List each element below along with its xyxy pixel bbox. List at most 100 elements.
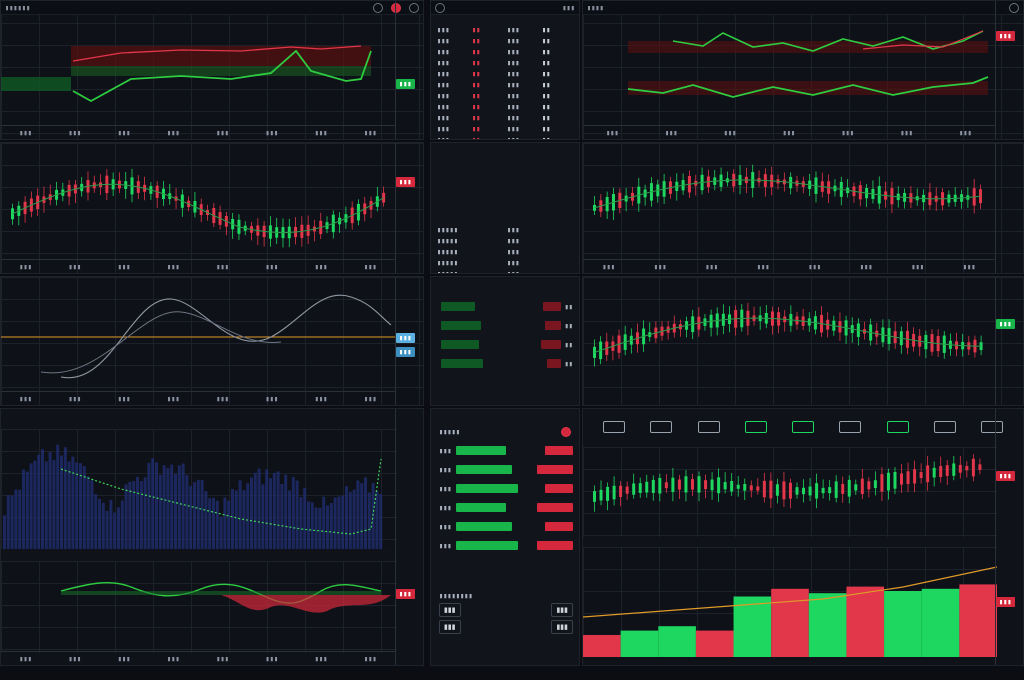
order-entry-row[interactable]: ▮▮▮ xyxy=(439,541,573,550)
bars-list-row[interactable]: ▮▮ xyxy=(441,340,573,349)
candle xyxy=(865,183,869,207)
settings-icon[interactable] xyxy=(1009,2,1019,13)
panel-order-entry[interactable]: ▮▮▮▮▮ ▮▮▮ ▮▮▮ ▮▮▮ ▮▮▮ ▮▮▮ ▮▮▮ ▮▮▮▮▮▮▮▮ ▮▮▮ ▮▮▮… xyxy=(430,408,580,666)
order-button[interactable]: ▮▮▮ xyxy=(551,603,573,617)
histogram-bar xyxy=(14,489,18,549)
order-list-row[interactable]: ▮▮▮▮▮ ▮▮▮ xyxy=(437,237,573,245)
panel-candlestick-mid-right[interactable]: ▮▮▮ ▮▮▮ ▮▮▮ ▮▮▮ ▮▮▮ ▮▮▮ ▮▮▮ ▮▮▮ xyxy=(582,142,1024,274)
buy-volume-bar xyxy=(455,446,506,455)
candle xyxy=(67,179,71,206)
candle xyxy=(643,184,647,206)
order-book-row[interactable]: ▮▮▮ ▮▮ ▮▮▮ ▮▮ xyxy=(437,103,573,111)
candle xyxy=(593,485,596,512)
sell-bar xyxy=(546,359,561,368)
order-book-row[interactable]: ▮▮▮ ▮▮ ▮▮▮ ▮▮ xyxy=(437,26,573,34)
order-list-row[interactable]: ▮▮▮▮▮ ▮▮▮ xyxy=(437,270,573,273)
panel-volume-overview[interactable]: ▮▮▮ ▮▮▮ xyxy=(582,408,1024,666)
order-book-row[interactable]: ▮▮▮ ▮▮ ▮▮▮ ▮▮ xyxy=(437,114,573,122)
histogram-bar xyxy=(22,469,25,549)
panel-order-list[interactable]: ▮▮▮▮▮ ▮▮▮ ▮▮▮▮▮ ▮▮▮ ▮▮▮▮▮ ▮▮▮ ▮▮▮▮▮ ▮▮▮ ▮▮▮▮▮ ▮▮▮ xyxy=(430,142,580,274)
order-book-row[interactable]: ▮▮▮ ▮▮ ▮▮▮ ▮▮ xyxy=(437,48,573,56)
candle xyxy=(918,328,922,357)
order-book-row[interactable]: ▮▮▮ ▮▮ ▮▮▮ ▮▮ xyxy=(437,70,573,78)
order-book-cell: ▮▮ xyxy=(472,92,481,100)
order-book-cell: ▮▮▮ xyxy=(507,136,520,140)
order-book-row[interactable]: ▮▮▮ ▮▮ ▮▮▮ ▮▮ xyxy=(437,125,573,133)
histogram-bar xyxy=(181,463,185,549)
histogram-bar xyxy=(29,463,33,549)
order-button[interactable]: ▮▮▮ xyxy=(439,603,461,617)
green-card-icon[interactable] xyxy=(886,421,909,433)
order-book-row[interactable]: ▮▮▮ ▮▮ ▮▮▮ ▮▮ xyxy=(437,92,573,100)
order-book-row[interactable]: ▮▮▮ ▮▮ ▮▮▮ ▮▮ xyxy=(437,81,573,89)
candle xyxy=(893,467,897,495)
mountain-icon[interactable] xyxy=(697,421,720,433)
chart-icon[interactable] xyxy=(744,421,767,433)
order-list-row[interactable]: ▮▮▮▮▮ ▮▮▮ xyxy=(437,248,573,256)
green-box-icon[interactable] xyxy=(792,421,814,433)
candle xyxy=(704,474,708,499)
panel-line-band-top-left[interactable]: ▮▮▮▮▮▮ ▮▮▮ ▮▮▮ ▮▮▮ ▮▮▮ ▮▮▮ ▮▮▮ ▮▮▮ ▮▮▮ ▮▮▮ xyxy=(0,0,424,140)
mountain-icon[interactable] xyxy=(603,421,625,433)
time-axis: ▮▮▮ ▮▮▮ ▮▮▮ ▮▮▮ ▮▮▮ ▮▮▮ ▮▮▮ xyxy=(583,125,995,139)
candle xyxy=(623,325,627,356)
order-entry-row[interactable]: ▮▮▮ xyxy=(439,446,573,455)
panel-candlestick-mid-left[interactable]: ▮▮▮ ▮▮▮ ▮▮▮ ▮▮▮ ▮▮▮ ▮▮▮ ▮▮▮ ▮▮▮ ▮▮▮ xyxy=(0,142,424,274)
order-book-row[interactable]: ▮▮▮ ▮▮ ▮▮▮ ▮▮ xyxy=(437,37,573,45)
candle xyxy=(224,211,228,236)
panel-candlestick-lower-right[interactable]: ▮▮▮ xyxy=(582,276,1024,406)
candle xyxy=(939,456,943,483)
candle xyxy=(814,171,818,203)
order-entry-row[interactable]: ▮▮▮ xyxy=(439,522,573,531)
news-icon[interactable] xyxy=(933,421,956,433)
truck-icon[interactable] xyxy=(650,421,673,433)
panel-curve[interactable]: ▮▮▮ ▮▮▮ ▮▮▮ ▮▮▮ ▮▮▮ ▮▮▮ ▮▮▮ ▮▮▮ ▮▮▮ ▮▮▮ xyxy=(0,276,424,406)
order-entry-row[interactable]: ▮▮▮ xyxy=(439,484,573,493)
order-book-row[interactable]: ▮▮▮ ▮▮ ▮▮▮ ▮▮ xyxy=(437,136,573,140)
settings-icon[interactable] xyxy=(373,2,383,13)
order-book-cell: ▮▮▮ xyxy=(507,114,520,122)
candle xyxy=(919,463,923,484)
histogram-bar xyxy=(120,500,124,549)
search-icon[interactable] xyxy=(409,2,419,13)
toolbar-label: ▮▮▮▮▮▮ xyxy=(5,3,31,12)
panel-dual-line[interactable]: ▮▮▮▮ ▮▮▮ ▮▮▮ ▮▮▮ ▮▮▮ ▮▮▮ ▮▮▮ ▮▮▮ ▮▮▮ xyxy=(582,0,1024,140)
order-list-row[interactable]: ▮▮▮▮▮ ▮▮▮ xyxy=(437,259,573,267)
panel-bars-list[interactable]: ▮▮ ▮▮ ▮▮ ▮▮ xyxy=(430,276,580,406)
panel-order-book[interactable]: ▮▮▮ ▮▮▮ ▮▮ ▮▮▮ ▮▮ ▮▮▮ ▮▮ ▮▮▮ ▮▮ ▮▮▮ ▮▮ ▮▮▮ ▮▮ ▮▮▮ ▮▮ ▮… xyxy=(430,0,580,140)
buy-volume-bar xyxy=(455,522,512,531)
histogram-bar xyxy=(10,495,14,549)
candle xyxy=(979,335,983,356)
order-entry-row[interactable]: ▮▮▮ xyxy=(439,503,573,512)
sell-volume-bar xyxy=(537,503,573,512)
bars-list-row[interactable]: ▮▮ xyxy=(441,359,573,368)
candle xyxy=(893,322,897,349)
order-book-cell: ▮▮▮ xyxy=(507,37,520,45)
tent-icon[interactable] xyxy=(981,421,1003,433)
order-list-row[interactable]: ▮▮▮▮▮ ▮▮▮ xyxy=(437,226,573,234)
histogram-bar xyxy=(143,477,147,549)
candle xyxy=(827,174,831,204)
order-button[interactable]: ▮▮▮ xyxy=(551,620,573,634)
panel-histogram-oscillator[interactable]: ▮▮▮ ▮▮▮ ▮▮▮ ▮▮▮ ▮▮▮ ▮▮▮ ▮▮▮ ▮▮▮ ▮▮▮ xyxy=(0,408,424,666)
histogram-bar xyxy=(75,462,79,549)
bars-list-row[interactable]: ▮▮ xyxy=(441,302,573,311)
settings-icon[interactable] xyxy=(435,2,445,13)
bars-list-row[interactable]: ▮▮ xyxy=(441,321,573,330)
candle xyxy=(23,196,27,223)
order-entry-row[interactable]: ▮▮▮ xyxy=(439,465,573,474)
histogram-bar xyxy=(113,512,117,549)
candle xyxy=(743,478,747,501)
order-list-cell: ▮▮▮▮▮ xyxy=(437,237,459,245)
candle xyxy=(605,191,609,220)
briefcase-icon[interactable] xyxy=(839,421,862,433)
order-book-cell: ▮▮ xyxy=(542,37,551,45)
close-icon[interactable] xyxy=(561,427,571,437)
order-button[interactable]: ▮▮▮ xyxy=(439,620,461,634)
order-book-cell: ▮▮ xyxy=(542,59,551,67)
candle xyxy=(972,178,976,214)
record-icon[interactable] xyxy=(391,2,401,13)
order-book-row[interactable]: ▮▮▮ ▮▮ ▮▮▮ ▮▮ xyxy=(437,59,573,67)
candle xyxy=(808,478,812,501)
order-entry-label: ▮▮▮ xyxy=(439,446,452,455)
